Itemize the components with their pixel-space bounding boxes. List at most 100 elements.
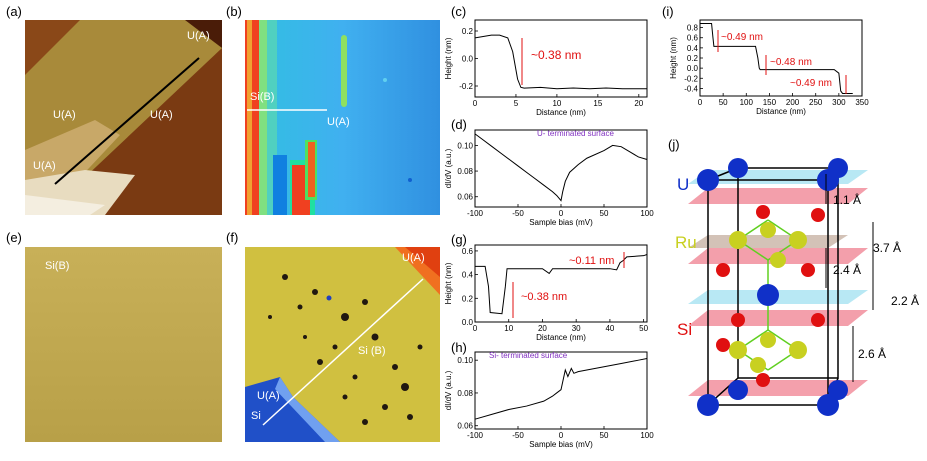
y-axis-label-g: Height (nm)	[444, 262, 453, 304]
panel-label-e: (e)	[6, 230, 22, 245]
y-tick-label-i: 0.6	[687, 34, 699, 43]
x-tick-label-h: 0	[559, 431, 564, 440]
dim-3-7: 3.7 Å	[873, 241, 902, 255]
x-tick-label-h: -100	[467, 431, 484, 440]
x-tick-label-h: 100	[640, 431, 654, 440]
dim-1-1: 1.1 Å	[833, 193, 862, 207]
ru-atom	[770, 252, 786, 268]
si-atom	[801, 263, 815, 277]
plot-frame-d	[474, 129, 648, 208]
stm-image-f: U(A) Si (B) U(A) Si	[245, 247, 440, 442]
x-tick-label-i: 0	[698, 98, 703, 107]
panel-label-b: (b)	[226, 4, 242, 19]
x-tick-label-c: 5	[514, 99, 519, 108]
y-tick-label-i: -0.2	[684, 74, 698, 83]
y-tick-label-c: -0.2	[459, 82, 473, 91]
annotation-u-a-mid-left: U(A)	[53, 109, 76, 121]
y-tick-label-h: 0.06	[457, 422, 473, 431]
data-line-h	[474, 358, 648, 420]
annotation-si-f: Si	[251, 410, 261, 422]
annotation-si-b: Si(B)	[250, 91, 275, 103]
y-tick-label-i: 0.0	[687, 64, 699, 73]
atom-label-ru: Ru	[675, 233, 697, 252]
si-atom	[811, 313, 825, 327]
y-tick-label-g: 0.6	[462, 247, 474, 256]
x-tick-label-g: 50	[639, 324, 648, 333]
dim-2-4: 2.4 Å	[833, 263, 862, 277]
x-tick-label-i: 100	[740, 98, 754, 107]
x-tick-label-c: 0	[473, 99, 478, 108]
y-axis-label-h: dI/dV (a.u.)	[444, 370, 453, 410]
u-atom	[828, 380, 848, 400]
x-tick-label-g: 40	[605, 324, 614, 333]
u-atom	[828, 158, 848, 178]
x-tick-label-d: 0	[559, 209, 564, 218]
si-plane-1	[688, 188, 868, 204]
x-axis-label-g: Distance (nm)	[536, 333, 586, 342]
x-tick-label-g: 30	[572, 324, 581, 333]
stm-image-b: Si(B) U(A)	[245, 20, 440, 215]
x-tick-label-i: 50	[719, 98, 728, 107]
panel-label-g: (g)	[451, 232, 467, 247]
annotation-u-a: U(A)	[327, 116, 350, 128]
x-tick-label-c: 15	[593, 99, 602, 108]
ru-atom	[729, 341, 747, 359]
u-atom	[728, 380, 748, 400]
ru-atom	[789, 231, 807, 249]
panel-label-d: (d)	[451, 117, 467, 132]
annotation-i-step3: ~0.49 nm	[790, 78, 832, 89]
annotation-i-step1: ~0.49 nm	[721, 32, 763, 43]
ru-atom	[729, 231, 747, 249]
x-axis-label-d: Sample bias (mV)	[529, 218, 593, 227]
atom-label-si: Si	[677, 320, 693, 339]
panel-label-c: (c)	[451, 4, 467, 19]
x-axis-label-c: Distance (nm)	[536, 108, 586, 117]
annotation-i-step2: ~0.48 nm	[770, 57, 812, 68]
x-tick-label-d: 50	[600, 209, 609, 218]
atom-label-u: U	[677, 175, 690, 194]
x-tick-label-c: 10	[552, 99, 561, 108]
si-atom	[716, 338, 730, 352]
x-tick-label-h: 50	[600, 431, 609, 440]
data-line-g	[475, 254, 648, 315]
u-atom	[697, 394, 719, 416]
x-tick-label-i: 350	[855, 98, 869, 107]
si-atom	[731, 313, 745, 327]
ru-plane	[688, 235, 848, 248]
panel-label-a: (a)	[6, 4, 22, 19]
y-tick-label-d: 0.10	[457, 141, 473, 150]
annotation-u-a-bottom: U(A)	[33, 160, 56, 172]
y-tick-label-d: 0.08	[457, 167, 473, 176]
u-atom	[817, 394, 839, 416]
dim-2-6: 2.6 Å	[858, 347, 887, 361]
annotation-si-b-e: Si(B)	[45, 260, 70, 272]
y-tick-label-h: 0.08	[457, 389, 473, 398]
x-tick-label-i: 200	[786, 98, 800, 107]
y-axis-label-c: Height (nm)	[444, 37, 453, 79]
y-tick-label-i: 0.8	[687, 24, 699, 33]
x-tick-label-i: 250	[809, 98, 823, 107]
x-tick-label-g: 0	[473, 324, 478, 333]
x-tick-label-d: -100	[467, 209, 484, 218]
x-tick-label-d: 100	[640, 209, 654, 218]
y-axis-label-i: Height (nm)	[669, 37, 678, 79]
x-tick-label-c: 20	[634, 99, 643, 108]
x-tick-label-i: 150	[763, 98, 777, 107]
data-line-i	[700, 23, 853, 94]
y-tick-label-c: 0.0	[462, 55, 474, 64]
annotation-u-a-top-f: U(A)	[402, 252, 425, 264]
x-tick-label-i: 300	[832, 98, 846, 107]
data-line-d	[474, 133, 648, 202]
annotation-c-step: ~0.38 nm	[531, 48, 582, 62]
data-line-c	[474, 34, 647, 90]
x-axis-label-h: Sample bias (mV)	[529, 440, 593, 449]
si-atom	[756, 205, 770, 219]
x-axis-label-i: Distance (nm)	[756, 107, 806, 116]
x-tick-label-d: -50	[512, 209, 524, 218]
si-atom	[756, 373, 770, 387]
u-atom	[757, 284, 779, 306]
ru-atom	[760, 222, 776, 238]
y-tick-label-i: -0.4	[684, 84, 698, 93]
annotation-g-big-step: ~0.38 nm	[521, 291, 568, 303]
